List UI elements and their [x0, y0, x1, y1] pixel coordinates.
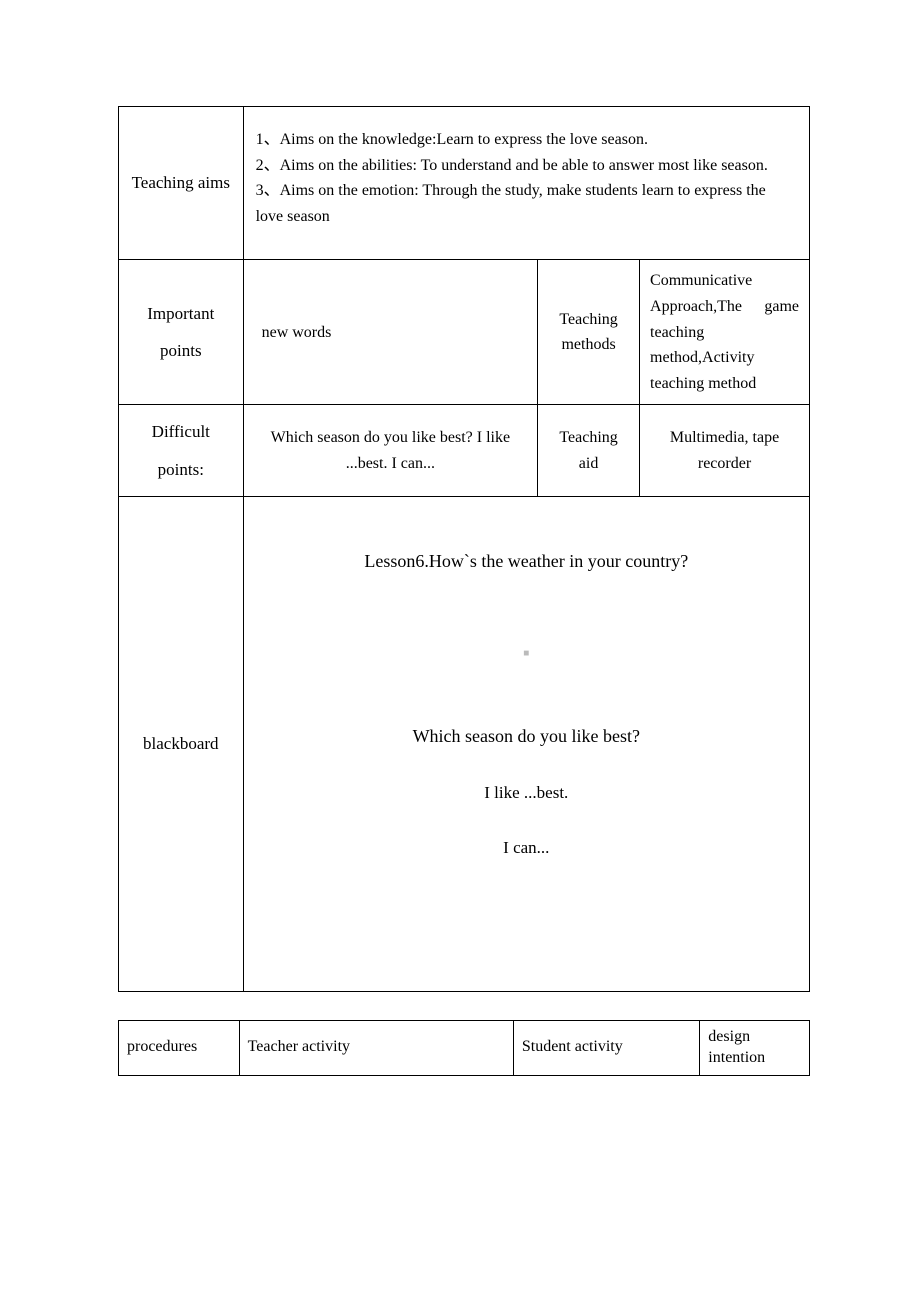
- blackboard-line-2: I like ...best.: [264, 779, 789, 806]
- content-teaching-aims: 1、Aims on the knowledge:Learn to express…: [243, 107, 809, 260]
- label-teaching-aid: Teaching aid: [538, 405, 640, 497]
- content-teaching-methods: Communicative Approach,The game teaching…: [640, 260, 810, 405]
- blackboard-lesson-title: Lesson6.How`s the weather in your countr…: [264, 547, 789, 576]
- row-teaching-aims: Teaching aims 1、Aims on the knowledge:Le…: [119, 107, 810, 260]
- document-page: Teaching aims 1、Aims on the knowledge:Le…: [0, 0, 920, 1216]
- aims-line-3: 3、Aims on the emotion: Through the study…: [256, 178, 797, 229]
- header-procedures: procedures: [119, 1021, 240, 1076]
- label-blackboard: blackboard: [119, 497, 244, 992]
- label-teaching-aims: Teaching aims: [119, 107, 244, 260]
- header-teacher-activity: Teacher activity: [239, 1021, 513, 1076]
- aims-line-1: 1、Aims on the knowledge:Learn to express…: [256, 127, 797, 153]
- procedures-header-table: procedures Teacher activity Student acti…: [118, 1020, 810, 1076]
- content-blackboard: Lesson6.How`s the weather in your countr…: [243, 497, 809, 992]
- label-teaching-methods: Teaching methods: [538, 260, 640, 405]
- row-blackboard: blackboard Lesson6.How`s the weather in …: [119, 497, 810, 992]
- row-difficult-points: Difficult points: Which season do you li…: [119, 405, 810, 497]
- aims-line-2: 2、Aims on the abilities: To understand a…: [256, 153, 797, 179]
- row-important-points: Important points new words Teaching meth…: [119, 260, 810, 405]
- label-difficult-points: Difficult points:: [119, 405, 244, 497]
- blackboard-line-3: I can...: [264, 834, 789, 861]
- header-student-activity: Student activity: [513, 1021, 699, 1076]
- content-difficult-points: Which season do you like best? I like ..…: [243, 405, 538, 497]
- procedures-header-row: procedures Teacher activity Student acti…: [119, 1021, 810, 1076]
- content-important-points: new words: [243, 260, 538, 405]
- lesson-plan-table: Teaching aims 1、Aims on the knowledge:Le…: [118, 106, 810, 992]
- blackboard-line-1: Which season do you like best?: [264, 722, 789, 751]
- header-design-intention: design intention: [700, 1021, 810, 1076]
- decorative-dot: ■: [264, 646, 789, 662]
- label-important-points: Important points: [119, 260, 244, 405]
- content-teaching-aid: Multimedia, tape recorder: [640, 405, 810, 497]
